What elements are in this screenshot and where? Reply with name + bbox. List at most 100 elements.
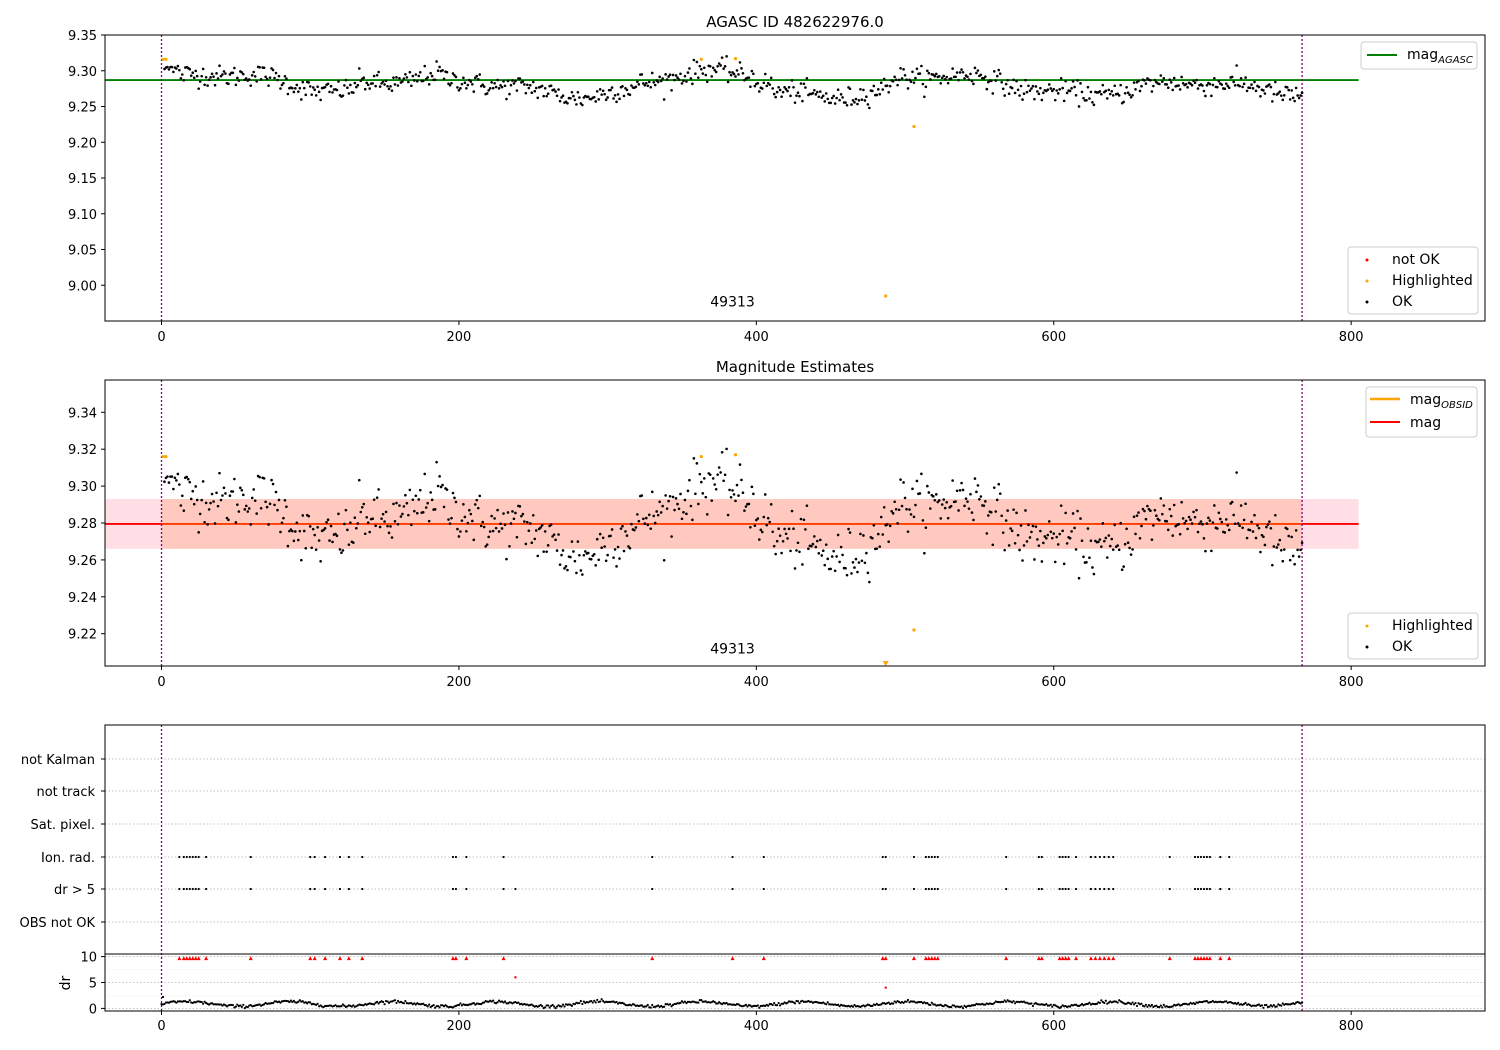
ion-rad-flag — [881, 855, 884, 859]
dr-over-limit-marker — [911, 956, 916, 961]
ok-point — [1122, 100, 1125, 104]
ok-point — [1076, 79, 1079, 82]
ok-point — [188, 480, 192, 484]
ok-point — [1062, 99, 1066, 103]
ok-point — [310, 93, 314, 96]
ion-rad-flag — [1112, 855, 1115, 859]
ok-point — [848, 87, 852, 91]
ok-point — [774, 95, 777, 99]
dr-point — [892, 1002, 895, 1005]
ok-point — [418, 71, 422, 74]
dr-point — [663, 1005, 666, 1008]
dr-point — [1088, 1001, 1091, 1004]
ok-point — [252, 70, 256, 74]
ok-point — [1007, 92, 1011, 96]
ok-point — [1248, 86, 1252, 90]
ok-point — [481, 83, 485, 86]
ok-point — [478, 494, 482, 498]
ok-point — [817, 95, 821, 99]
y-tick-label: 9.28 — [68, 517, 97, 532]
ok-point — [179, 76, 183, 80]
ok-point — [885, 523, 889, 526]
ok-point — [228, 494, 232, 497]
ok-point — [1113, 523, 1117, 527]
ok-point — [465, 529, 468, 533]
ok-point — [1061, 529, 1064, 533]
ok-point — [302, 529, 306, 533]
ok-point — [210, 72, 214, 76]
ok-point — [374, 524, 377, 528]
ok-point — [949, 504, 953, 508]
ok-point — [823, 563, 827, 567]
ok-point — [311, 527, 315, 531]
ok-point — [472, 538, 476, 542]
ok-point — [1244, 76, 1247, 79]
ok-point — [865, 95, 868, 99]
ok-point — [1287, 534, 1291, 538]
ok-point — [1216, 85, 1219, 89]
ok-point — [454, 75, 458, 79]
ok-point — [1125, 527, 1128, 531]
ok-point — [1116, 544, 1119, 547]
ok-point — [826, 97, 830, 101]
ok-point — [951, 479, 954, 482]
ok-point — [976, 69, 980, 72]
dr-point — [1118, 999, 1121, 1002]
ok-point — [450, 81, 453, 85]
ok-point — [894, 78, 898, 82]
ok-point — [876, 532, 880, 536]
ok-point — [597, 558, 601, 562]
ok-point — [759, 528, 763, 532]
ok-point — [1184, 519, 1188, 523]
ion-rad-flag — [313, 855, 316, 859]
ok-point — [708, 65, 712, 68]
legend-mag-agasc-main: mag — [1407, 47, 1438, 63]
dr-flag — [1112, 887, 1115, 891]
ok-point — [311, 86, 315, 89]
ok-point — [1265, 525, 1268, 529]
ok-point — [973, 477, 977, 480]
dr-point — [929, 1003, 932, 1007]
ion-rad-flag — [1103, 855, 1106, 859]
ok-point — [753, 524, 757, 527]
ok-point — [262, 477, 266, 480]
ok-point — [792, 85, 795, 89]
ok-point — [219, 74, 223, 78]
ok-point — [216, 77, 220, 80]
ok-point — [534, 86, 538, 90]
ok-point — [949, 77, 953, 80]
ok-point — [637, 519, 641, 523]
dr-point — [942, 1005, 945, 1008]
dr-over-limit-marker — [248, 956, 253, 961]
ok-point — [1059, 77, 1063, 80]
ok-point — [914, 76, 917, 80]
ok-point — [882, 77, 886, 81]
dr-over-limit-marker — [1088, 956, 1093, 961]
ok-point — [1126, 541, 1130, 545]
ok-point — [991, 543, 995, 547]
ok-point — [476, 77, 480, 81]
dr-point — [779, 1004, 782, 1007]
ok-point — [194, 485, 198, 488]
svg-text:magOBSID: magOBSID — [1410, 392, 1473, 411]
ok-point — [447, 518, 450, 521]
ok-point — [378, 85, 382, 88]
ok-point — [1219, 517, 1222, 521]
ok-point — [546, 544, 550, 547]
ok-point — [734, 75, 737, 78]
ok-point — [1279, 94, 1283, 97]
ok-point — [801, 99, 804, 103]
ok-point — [1143, 79, 1146, 82]
ok-point — [1169, 81, 1173, 84]
ok-point — [1100, 92, 1103, 96]
ok-point — [413, 79, 416, 82]
ok-point — [777, 85, 780, 89]
ok-point — [937, 75, 941, 78]
dr-point — [1049, 1003, 1052, 1006]
ok-point — [1073, 526, 1076, 530]
x-tick-label: 400 — [744, 675, 769, 690]
ok-point — [1039, 529, 1042, 533]
ok-point — [1018, 548, 1021, 552]
dr-point — [683, 1000, 687, 1003]
ok-point — [1085, 98, 1088, 102]
